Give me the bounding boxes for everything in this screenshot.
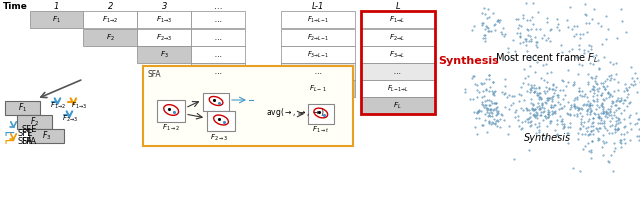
Bar: [157, 100, 185, 122]
Bar: [29, 11, 83, 28]
Text: $F_{1\!\to\!2}$: $F_{1\!\to\!2}$: [102, 14, 118, 25]
Text: $F_{1\to t}$: $F_{1\to t}$: [312, 125, 330, 135]
Bar: [361, 80, 435, 97]
Bar: [83, 11, 137, 28]
Bar: [137, 11, 191, 28]
Text: $F_{1\!\to\!L}$: $F_{1\!\to\!L}$: [389, 14, 406, 25]
Bar: [207, 111, 235, 131]
Bar: [308, 104, 334, 124]
Text: L-1: L-1: [312, 1, 324, 11]
Bar: [361, 29, 435, 46]
Text: $F_{2\!\to\!3}$: $F_{2\!\to\!3}$: [62, 114, 79, 124]
Text: $F_3$: $F_3$: [42, 130, 51, 142]
Text: $F_{2\to3}$: $F_{2\to3}$: [210, 133, 228, 143]
Bar: [191, 11, 245, 28]
Bar: [29, 129, 65, 143]
Text: $F_1$: $F_1$: [52, 14, 61, 25]
Text: SFA: SFA: [17, 137, 33, 145]
Text: SFE: SFE: [17, 129, 33, 137]
Bar: [191, 29, 245, 46]
Text: Time: Time: [3, 1, 28, 11]
Bar: [361, 63, 435, 80]
Text: 1: 1: [54, 1, 59, 11]
Bar: [17, 115, 52, 129]
Text: …: …: [314, 69, 321, 75]
Bar: [137, 46, 191, 63]
Text: $F_{2\!\to\!L}$: $F_{2\!\to\!L}$: [389, 32, 406, 43]
Text: $F_{1\!\to\!L\!-\!1}$: $F_{1\!\to\!L\!-\!1}$: [307, 14, 329, 25]
Text: SFA: SFA: [147, 70, 161, 79]
Text: ⌐: ⌐: [4, 134, 15, 148]
Text: $F_{3\!\to\!L}$: $F_{3\!\to\!L}$: [389, 49, 406, 60]
Bar: [281, 46, 355, 63]
Bar: [191, 46, 245, 63]
Text: …: …: [214, 16, 221, 22]
Text: $F_3$: $F_3$: [160, 49, 168, 60]
Text: avg($\to$, $\to$, $\to$): avg($\to$, $\to$, $\to$): [266, 105, 325, 118]
Bar: [361, 97, 435, 114]
Bar: [137, 29, 191, 46]
Text: ⌐: ⌐: [4, 126, 15, 140]
Text: $F_2$: $F_2$: [106, 32, 115, 43]
Bar: [361, 11, 435, 28]
Bar: [203, 93, 229, 111]
Text: $F_2$: $F_2$: [30, 116, 39, 128]
Text: …: …: [214, 52, 221, 57]
Text: …: …: [214, 1, 222, 11]
Text: $F_{L-1}$: $F_{L-1}$: [309, 83, 327, 94]
Text: SFE: SFE: [22, 124, 37, 133]
Text: $F_{3\!\to\!L\!-\!1}$: $F_{3\!\to\!L\!-\!1}$: [307, 49, 329, 60]
Text: $F_{1\!\to\!3}$: $F_{1\!\to\!3}$: [156, 14, 173, 25]
Bar: [281, 63, 355, 80]
Text: $F_{L\!-\!1\!\to\!L}$: $F_{L\!-\!1\!\to\!L}$: [387, 83, 408, 94]
Text: Synthesis: Synthesis: [438, 55, 499, 66]
Bar: [361, 11, 435, 114]
Text: $F_L$: $F_L$: [393, 100, 402, 111]
Bar: [281, 11, 355, 28]
Bar: [83, 29, 137, 46]
Text: …: …: [214, 69, 221, 75]
Text: $F_1$: $F_1$: [18, 102, 27, 114]
Text: Most recent frame $F_L$: Most recent frame $F_L$: [495, 51, 599, 65]
Text: $F_{1\!\to\!3}$: $F_{1\!\to\!3}$: [71, 101, 88, 111]
Text: Synthesis: Synthesis: [524, 133, 571, 143]
Bar: [191, 63, 245, 80]
Text: SFA: SFA: [22, 137, 36, 146]
Text: …: …: [394, 69, 401, 75]
Text: 3: 3: [161, 1, 167, 11]
Bar: [281, 29, 355, 46]
Text: 2: 2: [108, 1, 113, 11]
Bar: [281, 80, 355, 97]
Text: $F_{2\!\to\!L\!-\!1}$: $F_{2\!\to\!L\!-\!1}$: [307, 32, 329, 43]
Bar: [143, 66, 353, 146]
Text: L: L: [396, 1, 400, 11]
Bar: [4, 101, 40, 115]
Text: $F_{1\to2}$: $F_{1\to2}$: [163, 123, 180, 133]
Text: …: …: [214, 34, 221, 41]
Bar: [361, 46, 435, 63]
Text: $F_{2\!\to\!3}$: $F_{2\!\to\!3}$: [156, 32, 173, 43]
Text: $F_{1\!\to\!2}$: $F_{1\!\to\!2}$: [51, 101, 67, 111]
